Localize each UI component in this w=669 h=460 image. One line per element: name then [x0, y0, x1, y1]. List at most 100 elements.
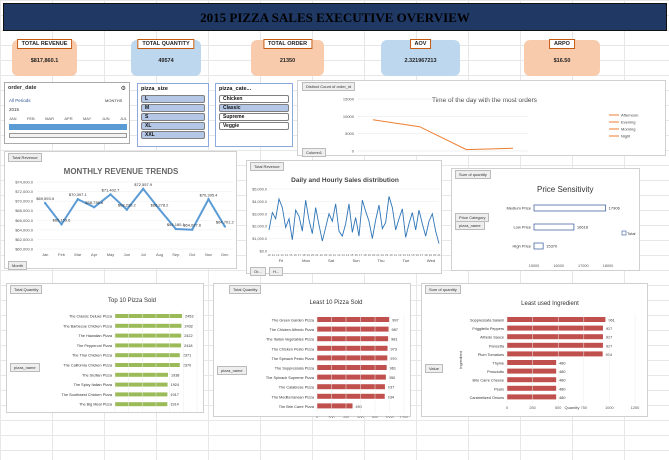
monthly-revenue-chart[interactable]: Total Revenue Month MONTHLY REVENUE TREN… — [4, 151, 237, 270]
least-10-pizza-plot: Least 10 Pizza Sold The Green Garden Piz… — [266, 300, 408, 418]
month-label[interactable]: MAR — [45, 116, 54, 121]
legend-label: Evening — [621, 120, 635, 125]
field-tag[interactable]: Sum of quantity — [425, 285, 461, 294]
data-bar — [507, 334, 603, 340]
hour-tick-label: 12 — [398, 253, 402, 257]
filter-tag[interactable]: Month — [8, 261, 28, 270]
month-label[interactable]: JUL — [119, 116, 127, 121]
x-tick-label: 1000 — [385, 416, 393, 418]
month-row: JAN FEB MAR APR MAY JUN JUL — [9, 116, 127, 121]
data-point — [60, 223, 63, 226]
slicer-item[interactable]: XL — [141, 122, 205, 130]
clear-filter-icon[interactable]: ⚙ — [120, 86, 126, 92]
data-label: $64,027.6 — [183, 223, 202, 228]
field-tag[interactable]: Total Revenue — [250, 162, 284, 171]
chart-title: Least 10 Pizza Sold — [309, 300, 362, 306]
pizza-size-slicer[interactable]: pizza_size L M S XL XXL — [137, 83, 209, 147]
category-label: Friggitello Peppers — [472, 327, 504, 331]
kpi-total-quantity[interactable]: TOTAL QUANTITY 49574 — [131, 39, 201, 76]
data-label: 973 — [391, 347, 397, 351]
filter-tag[interactable]: Value — [425, 364, 443, 373]
filter-pizza-name[interactable]: pizza_name — [455, 221, 485, 230]
slicer-item[interactable]: Chicken — [219, 95, 289, 103]
field-tag[interactable]: Total Revenue — [8, 153, 42, 162]
hour-tick-label: 21 — [376, 253, 380, 257]
order-date-slicer[interactable]: order_date ⚙ All Periods MONTHS 2015 JAN… — [4, 82, 130, 144]
y-tick-label: $0.0 — [260, 250, 267, 254]
field-tag[interactable]: Total Quantity — [229, 285, 262, 294]
time-of-day-chart[interactable]: Distinct Count of order_id Column1 Time … — [297, 80, 666, 157]
slicer-item[interactable]: S — [141, 113, 205, 121]
filter-hour[interactable]: H... — [269, 267, 284, 276]
top-10-pizza-chart[interactable]: Total Quantity pizza_name Top 10 Pizza S… — [6, 283, 204, 413]
chart-title: Least used Ingredient — [521, 301, 579, 307]
y-tick-label: $60,000.0 — [15, 247, 34, 252]
daily-hourly-chart[interactable]: Total Revenue Or... H... Daily and Hourl… — [246, 160, 442, 276]
category-label: The Italian Vegetables Pizza — [266, 338, 315, 342]
kpi-value: 49574 — [158, 58, 174, 64]
filter-tag[interactable]: pizza_name — [10, 363, 40, 372]
filter-tag[interactable]: Column1 — [302, 148, 327, 157]
y-tick-label: 15000 — [343, 97, 355, 102]
month-label[interactable]: JAN — [9, 116, 17, 121]
legend-label: Total — [627, 231, 636, 236]
hour-tick-label: 22 — [381, 253, 385, 257]
data-bar — [317, 384, 385, 390]
data-label: 937 — [606, 327, 612, 331]
data-label: 2422 — [184, 334, 192, 338]
period-unit-dropdown[interactable]: MONTHS — [105, 98, 123, 103]
hour-tick-label: 10 — [389, 253, 393, 257]
month-label[interactable]: JUN — [101, 116, 110, 121]
least-10-pizza-chart[interactable]: Total Quantity pizza_name Least 10 Pizza… — [213, 283, 411, 418]
category-label: The Sicilian Pizza — [82, 373, 113, 377]
data-point — [190, 228, 194, 231]
daily-hourly-plot: Daily and Hourly Sales distribution $5,0… — [252, 177, 441, 263]
data-label: 937 — [388, 386, 394, 390]
slicer-item[interactable]: M — [141, 104, 205, 112]
slicer-item[interactable]: L — [141, 95, 205, 103]
data-label: 1917 — [170, 393, 178, 397]
data-label: 2432 — [184, 324, 192, 328]
least-used-ingredient-chart[interactable]: Sum of quantity Value Least used Ingredi… — [421, 283, 648, 417]
filter-tag[interactable]: pizza_name — [217, 366, 247, 375]
x-tick-label: 1000 — [605, 406, 613, 410]
y-tick-label: $5,000.0 — [252, 188, 267, 192]
price-sensitivity-chart[interactable]: Sum of quantity Price Category pizza_nam… — [451, 168, 640, 271]
kpi-total-order[interactable]: TOTAL ORDER 21350 — [251, 39, 324, 76]
data-bar — [317, 374, 386, 380]
slicer-item[interactable]: Classic — [219, 104, 289, 112]
kpi-arpo[interactable]: ARPO $16.50 — [524, 39, 600, 76]
month-label[interactable]: MAY — [82, 116, 92, 121]
x-tick-label: 1200 — [400, 416, 408, 418]
field-tag[interactable]: Total Quantity — [10, 285, 43, 294]
x-tick-label: Aug — [156, 252, 163, 257]
timeline-scrollbar[interactable] — [9, 133, 127, 138]
x-axis-title: Quantity — [565, 405, 580, 410]
hour-tick-label: 16 — [355, 253, 359, 257]
y-tick-label: $66,000.0 — [15, 218, 34, 223]
slicer-item[interactable]: XXL — [141, 131, 205, 139]
field-tag[interactable]: Sum of quantity — [455, 170, 491, 179]
y-tick-label: $3,000.0 — [252, 212, 267, 216]
filter-order-day[interactable]: Or... — [250, 267, 266, 276]
x-tick-label: Mar — [74, 252, 82, 257]
timeline-bar[interactable] — [9, 124, 127, 130]
data-label: 970 — [390, 357, 396, 361]
x-tick-label: Jun — [124, 252, 130, 257]
slicer-title: pizza_cate... — [219, 86, 252, 92]
month-label[interactable]: FEB — [26, 116, 35, 121]
x-tick-label: 18000 — [603, 264, 614, 268]
x-tick-label: May — [107, 252, 115, 257]
kpi-total-revenue[interactable]: TOTAL REVENUE $817,860.1 — [12, 39, 77, 76]
month-label[interactable]: APR — [64, 116, 73, 121]
slicer-item[interactable]: Supreme — [219, 113, 289, 121]
field-tag[interactable]: Distinct Count of order_id — [302, 82, 356, 91]
pizza-category-slicer[interactable]: pizza_cate... Chicken Classic Supreme Ve… — [215, 83, 293, 147]
data-label: 997 — [392, 319, 398, 323]
chart-title: Top 10 Pizza Sold — [108, 298, 156, 304]
y-tick-label: 10000 — [343, 114, 355, 119]
slicer-item[interactable]: Veggie — [219, 122, 289, 130]
y-tick-label: $72,000.0 — [15, 189, 34, 194]
kpi-aov[interactable]: AOV 2.321967213 — [381, 39, 460, 76]
time-series-line — [372, 119, 514, 151]
